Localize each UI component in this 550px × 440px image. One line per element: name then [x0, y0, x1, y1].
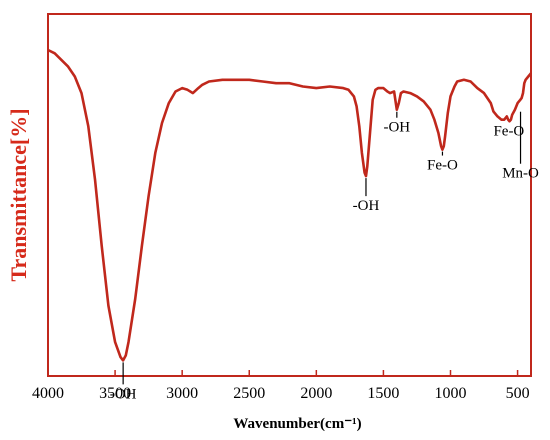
- x-tick-label: 3500: [99, 385, 131, 402]
- x-tick-label: 2500: [233, 385, 265, 402]
- x-tick-label: 2000: [300, 385, 332, 402]
- annotations-group: -OH -OH -OH Fe-O Fe-O Mn-O: [110, 111, 539, 402]
- x-axis-ticks: 4000 3500 3000 2500 2000 1500 1000 500: [32, 370, 530, 402]
- annotation-label: -OH: [110, 386, 137, 402]
- y-axis-label: Transmittance[%]: [6, 108, 31, 281]
- series-group: [47, 48, 533, 362]
- x-tick-label: 1500: [367, 385, 399, 402]
- annotation-label: Fe-O: [493, 124, 524, 140]
- annotation-label: Mn-O: [502, 166, 539, 182]
- spectrum-line: [47, 48, 533, 362]
- x-tick-label: 1000: [435, 385, 467, 402]
- annotation-label: Fe-O: [427, 158, 458, 174]
- annotation-label: -OH: [383, 120, 410, 136]
- x-tick-label: 4000: [32, 385, 64, 402]
- plot-frame: [47, 13, 532, 377]
- x-tick-label: 500: [506, 385, 530, 402]
- x-tick-label: 3000: [166, 385, 198, 402]
- x-axis-label: Wavenumber(cm⁻¹): [233, 416, 361, 432]
- annotation-label: -OH: [353, 198, 380, 214]
